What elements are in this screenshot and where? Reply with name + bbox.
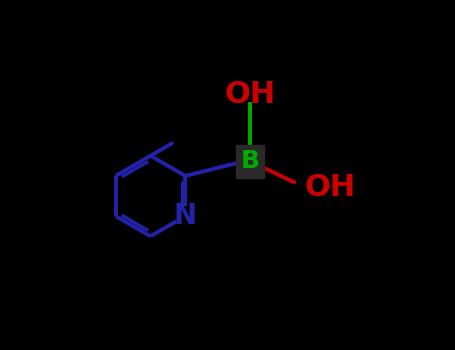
Text: B: B: [241, 149, 260, 173]
Text: N: N: [174, 202, 197, 230]
Text: OH: OH: [225, 80, 276, 109]
Text: OH: OH: [304, 173, 356, 202]
